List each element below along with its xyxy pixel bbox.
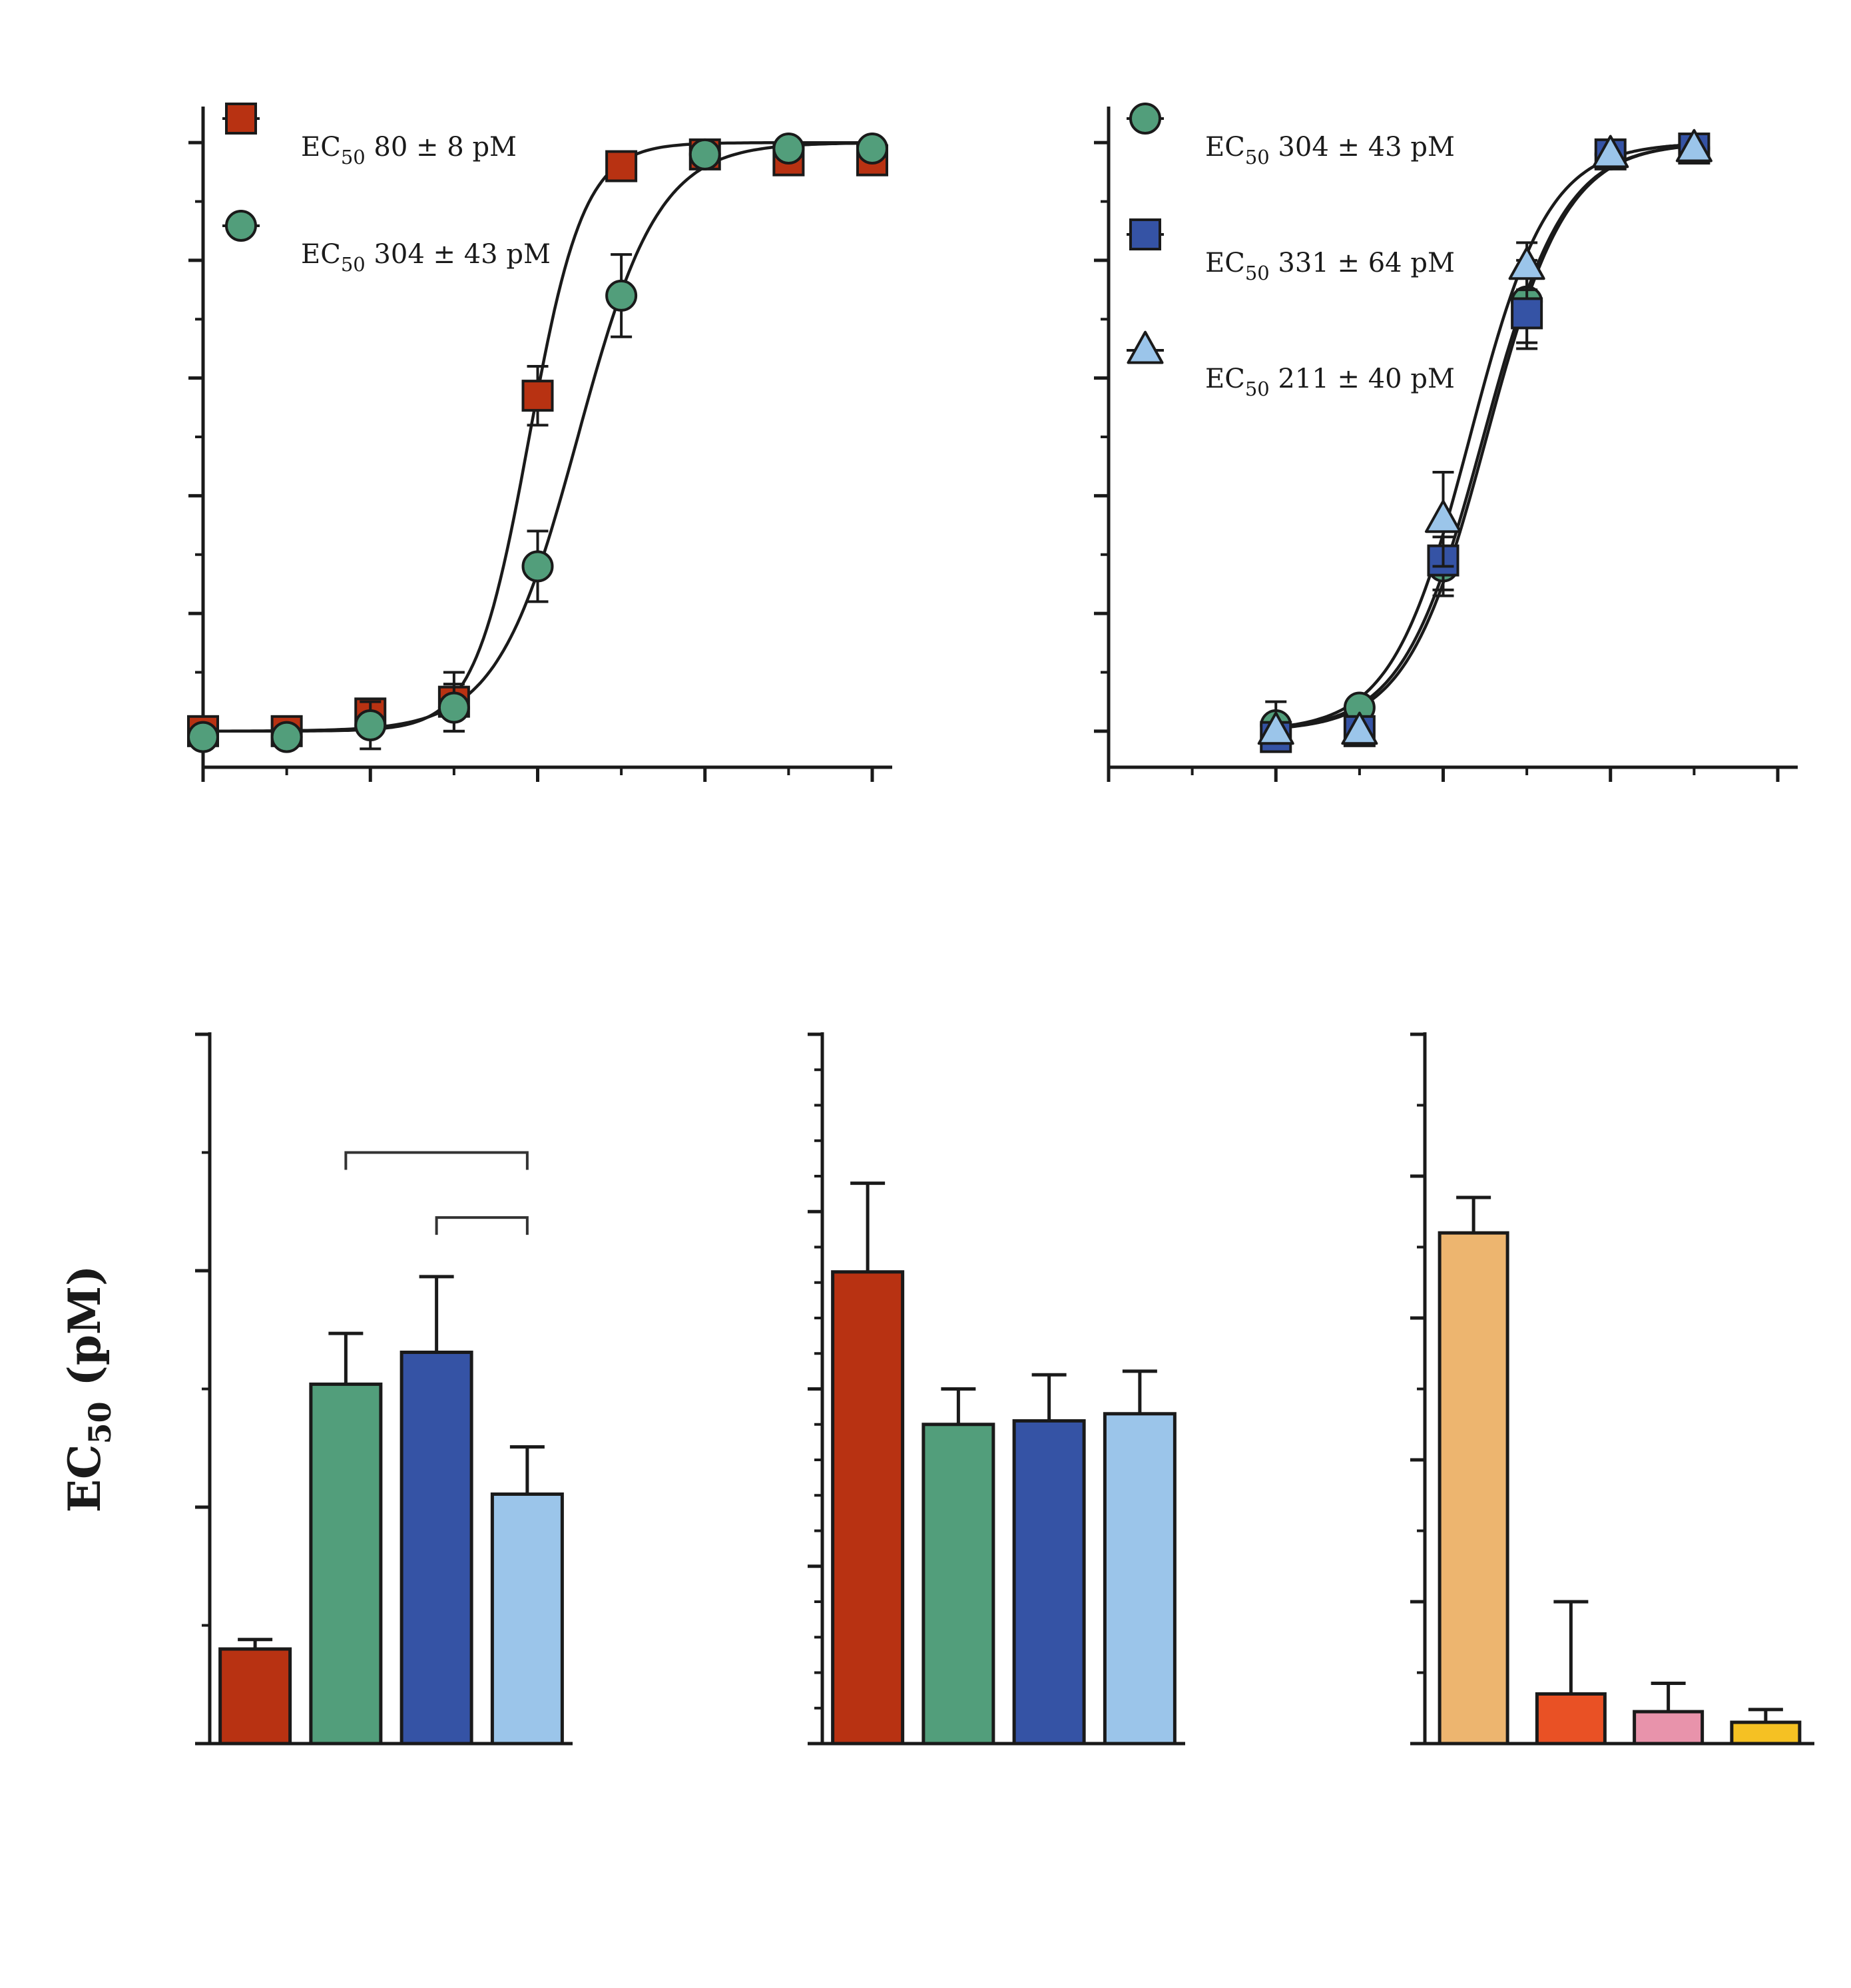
legend-ec50: EC50 331 ± 64 pM — [1205, 248, 1455, 284]
legend-marker — [225, 103, 257, 135]
data-point — [1257, 711, 1294, 745]
data-point — [772, 133, 805, 165]
significance-bracket — [435, 1216, 529, 1235]
ec50-value: 211 ± 40 pM — [1270, 364, 1455, 394]
fit-curve-ADA — [198, 141, 877, 733]
legend-marker — [225, 210, 257, 242]
panel-D — [808, 1032, 1185, 1746]
data-point — [856, 133, 888, 165]
legend-ec50: EC50 211 ± 40 pM — [1205, 364, 1455, 400]
bar-ADA-NP — [309, 1382, 383, 1746]
ec50-prefix: EC — [1205, 364, 1245, 394]
bar-ADA-NP — [922, 1423, 995, 1746]
data-point — [1592, 135, 1629, 168]
data-point — [521, 550, 554, 583]
bar-ADA — [831, 1270, 905, 1746]
legend-marker — [1129, 218, 1161, 250]
ec50-value: 304 ± 43 pM — [1270, 132, 1455, 163]
data-point — [1511, 297, 1543, 330]
data-point — [1675, 129, 1713, 163]
data-point — [521, 380, 554, 412]
bar-10^4 — [1438, 1231, 1509, 1746]
data-point — [187, 721, 219, 753]
legend-marker — [1129, 103, 1161, 135]
fit-curve-ADA-NP — [198, 141, 877, 733]
bar-10^3 — [1535, 1692, 1607, 1746]
fit-curve-ADA-NP50 — [1271, 144, 1699, 731]
ec50-subscript: 50 — [1245, 378, 1270, 400]
ec50-subscript: 50 — [341, 146, 366, 168]
panel-E — [1410, 1032, 1814, 1746]
legend-ec50: EC50 304 ± 43 pM — [1205, 132, 1455, 168]
significance-bracket — [344, 1151, 529, 1170]
legend-marker — [1127, 330, 1164, 364]
data-point — [1508, 246, 1545, 280]
y-title-subscript: 50 — [82, 1401, 118, 1444]
ec50-subscript: 50 — [341, 253, 366, 276]
bar-10 — [1730, 1720, 1802, 1746]
series-ADA-NP — [187, 133, 888, 753]
ec50-value: 331 ± 64 pM — [1270, 248, 1455, 278]
data-point — [688, 138, 721, 170]
ec50-prefix: EC — [1205, 132, 1245, 163]
panel-C: EC50 (pM) — [59, 1032, 573, 1746]
ec50-value: 304 ± 43 pM — [366, 239, 551, 270]
bar-ADA-NP25 — [490, 1492, 564, 1746]
y-title-part: EC — [59, 1444, 111, 1512]
data-point — [1424, 499, 1462, 533]
bar-ADA-NP50 — [1012, 1419, 1086, 1746]
data-point — [1341, 711, 1378, 745]
bar-ADA-NP25 — [1103, 1412, 1177, 1746]
ec50-prefix: EC — [301, 239, 341, 270]
data-point — [605, 279, 638, 312]
data-point — [605, 150, 638, 182]
bar-ADA-NP50 — [399, 1350, 473, 1746]
ec50-value: 80 ± 8 pM — [366, 132, 517, 163]
fit-curve-ADA-NP25 — [1271, 143, 1699, 729]
bar-10^2 — [1633, 1710, 1705, 1746]
bar-ADA — [218, 1647, 292, 1746]
legend-ec50: EC50 80 ± 8 pM — [301, 132, 517, 168]
ec50-prefix: EC — [1205, 248, 1245, 278]
ec50-prefix: EC — [301, 132, 341, 163]
y-axis-title: EC50 (pM) — [59, 1265, 118, 1513]
legend-ec50: EC50 304 ± 43 pM — [301, 239, 551, 276]
data-point — [437, 691, 470, 724]
data-point — [270, 721, 303, 753]
series-ADA — [187, 138, 888, 747]
series-ADA-NP25 — [1257, 129, 1713, 745]
fit-curve-ADA-NP — [1271, 144, 1699, 730]
ec50-subscript: 50 — [1245, 262, 1270, 284]
ec50-subscript: 50 — [1245, 146, 1270, 168]
data-point — [354, 709, 387, 741]
y-title-part: (pM) — [59, 1265, 111, 1402]
